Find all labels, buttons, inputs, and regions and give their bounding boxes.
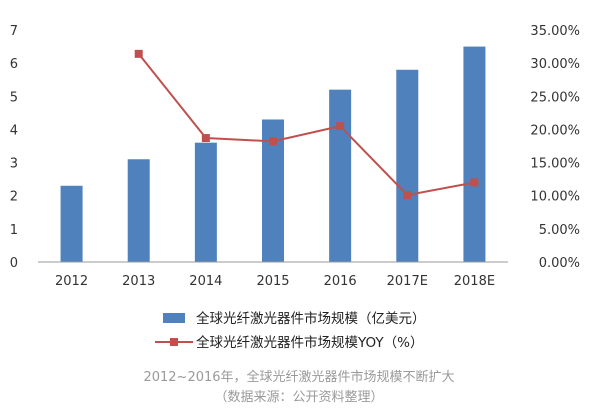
x-tick-label: 2013: [122, 274, 155, 289]
left-y-axis: 0 1 2 3 4 5 6 7: [10, 24, 18, 271]
legend-bar-label: 全球光纤激光器件市场规模（亿美元）: [196, 310, 426, 327]
right-tick-label: 15.00%: [530, 157, 580, 172]
bar: [194, 142, 217, 262]
line-series: [134, 49, 479, 200]
left-tick-label: 7: [10, 24, 18, 39]
right-tick-label: 30.00%: [530, 57, 580, 72]
x-tick-label: 2014: [189, 274, 222, 289]
yoy-point: [269, 137, 277, 146]
bar: [463, 46, 486, 263]
right-tick-label: 25.00%: [530, 90, 580, 105]
right-tick-label: 10.00%: [530, 190, 580, 205]
x-tick-label: 2016: [324, 274, 357, 289]
right-tick-label: 5.00%: [539, 223, 580, 238]
yoy-point: [470, 178, 479, 187]
x-tick-label: 2018E: [454, 274, 495, 289]
right-tick-label: 20.00%: [530, 123, 580, 138]
legend: 全球光纤激光器件市场规模（亿美元） 全球光纤激光器件市场规模YOY（%）: [155, 310, 426, 351]
left-tick-label: 6: [10, 57, 18, 72]
legend-line-marker: [170, 338, 178, 346]
left-tick-label: 4: [10, 123, 18, 138]
chart: 0 1 2 3 4 5 6 7 0.00% 5.00% 10.00% 15.00% 20.00% 25.…: [10, 24, 580, 351]
left-tick-label: 5: [10, 90, 18, 105]
right-y-axis: 0.00% 5.00% 10.00% 15.00% 20.00% 25.00% 30.00%…: [530, 24, 580, 271]
x-tick-label: 2012: [55, 274, 88, 289]
yoy-point: [134, 49, 143, 58]
left-tick-label: 3: [10, 157, 18, 172]
x-axis: 2012 2013 2014 2015 2016 2017E 2018E: [55, 274, 495, 289]
right-tick-label: 35.00%: [530, 24, 580, 39]
yoy-point: [201, 134, 210, 143]
caption-source: （数据来源：公开资料整理）: [214, 390, 384, 405]
left-tick-label: 1: [10, 223, 18, 238]
x-tick-label: 2015: [256, 274, 289, 289]
bar: [127, 159, 150, 262]
right-tick-label: 0.00%: [539, 256, 580, 271]
bar: [329, 89, 352, 263]
x-tick-label: 2017E: [387, 274, 428, 289]
yoy-point: [403, 191, 412, 200]
caption-title: 2012~2016年，全球光纤激光器件市场规模不断扩大: [143, 370, 455, 385]
bar: [60, 185, 83, 262]
legend-bar-swatch: [163, 313, 185, 323]
bar-series: [60, 46, 486, 263]
yoy-point: [336, 122, 345, 131]
yoy-line: [137, 53, 475, 197]
legend-line-label: 全球光纤激光器件市场规模YOY（%）: [196, 334, 423, 351]
left-tick-label: 2: [10, 190, 18, 205]
bar: [396, 69, 419, 263]
left-tick-label: 0: [10, 256, 18, 271]
bar: [262, 119, 284, 262]
